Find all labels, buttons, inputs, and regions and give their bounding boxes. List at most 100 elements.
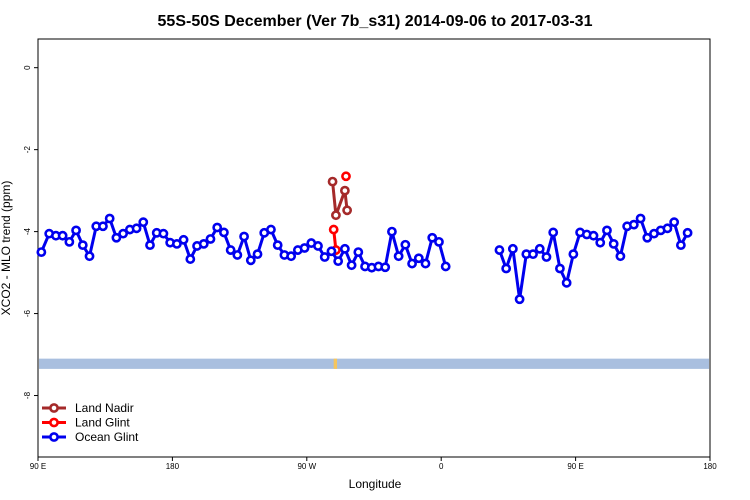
data-point — [145, 240, 155, 251]
data-point — [299, 243, 310, 253]
data-point — [440, 261, 451, 272]
series-ocean-glint — [36, 213, 693, 305]
data-point — [555, 263, 565, 274]
data-point — [98, 221, 108, 232]
data-point — [158, 228, 169, 239]
x-tick-label: 0 — [439, 462, 444, 471]
data-point — [387, 226, 397, 237]
data-point — [225, 245, 236, 255]
data-point — [286, 251, 297, 262]
data-point — [71, 225, 81, 236]
data-point — [339, 185, 350, 196]
series-layer — [36, 171, 693, 305]
data-point — [615, 251, 626, 262]
data-point — [252, 249, 263, 260]
data-point — [427, 232, 438, 243]
x-tick-label: 90 E — [567, 462, 583, 471]
data-point — [319, 252, 330, 262]
x-tick-label: 180 — [703, 462, 717, 471]
data-point — [111, 232, 122, 243]
data-point — [328, 224, 339, 235]
legend-label: Ocean Glint — [75, 430, 139, 444]
data-point — [602, 225, 612, 236]
data-point — [219, 227, 229, 238]
data-point — [313, 241, 323, 251]
data-point — [327, 176, 338, 187]
y-axis-label: XCO2 - MLO trend (ppm) — [0, 181, 13, 316]
data-point — [608, 239, 619, 249]
data-point — [331, 210, 341, 221]
data-point — [131, 223, 142, 234]
data-point — [675, 240, 686, 251]
data-point — [595, 237, 606, 248]
data-point — [77, 240, 88, 251]
data-point — [528, 249, 538, 260]
data-point — [682, 227, 693, 238]
legend-marker — [49, 403, 59, 413]
legend-marker — [49, 417, 59, 428]
data-point — [420, 258, 431, 269]
data-point — [346, 260, 357, 271]
data-point — [662, 223, 673, 234]
plot-frame — [37, 38, 711, 458]
data-point — [635, 213, 646, 224]
data-point — [561, 277, 572, 288]
data-point — [205, 234, 216, 244]
data-point — [104, 213, 115, 224]
land-band-highlight — [333, 358, 338, 369]
data-point — [266, 224, 276, 235]
data-point — [245, 255, 256, 266]
land-band — [39, 358, 709, 369]
x-axis-label: Longitude — [349, 477, 402, 491]
data-point — [178, 234, 189, 245]
data-point — [413, 253, 424, 264]
data-point — [36, 247, 47, 257]
series-line — [331, 181, 349, 217]
legend-item: Ocean Glint — [42, 430, 139, 444]
y-tick-label: -2 — [23, 146, 32, 154]
data-point — [272, 240, 283, 251]
chart-title: 55S-50S December (Ver 7b_s31) 2014-09-06… — [158, 13, 593, 30]
legend-marker — [49, 432, 59, 442]
data-point — [507, 243, 518, 254]
data-point — [541, 252, 552, 262]
data-point — [514, 294, 525, 305]
series-land-nadir — [327, 176, 353, 221]
x-tick-label: 90 W — [297, 462, 316, 471]
legend-label: Land Glint — [75, 416, 130, 430]
data-point — [353, 247, 364, 257]
data-point — [232, 250, 243, 260]
data-point — [118, 228, 129, 239]
data-point — [588, 230, 599, 241]
data-point — [380, 262, 391, 273]
data-point — [669, 217, 680, 228]
legend-label: Land Nadir — [75, 401, 134, 415]
data-point — [64, 236, 75, 247]
y-tick-label: -6 — [23, 309, 32, 317]
data-point — [534, 243, 545, 254]
data-point — [57, 230, 68, 241]
data-point — [212, 222, 223, 233]
data-point — [568, 249, 579, 260]
data-point — [138, 217, 149, 228]
x-tick-label: 180 — [166, 462, 180, 471]
data-point — [239, 231, 249, 242]
data-point — [339, 243, 350, 254]
data-point — [642, 232, 653, 243]
axes: 90 E 180 90 W 0 90 E 180 0 -2 -4 -6 -8 — [23, 65, 717, 471]
data-point — [342, 205, 353, 216]
land-band-layer — [39, 358, 709, 369]
data-point — [393, 251, 404, 262]
legend-item: Land Glint — [42, 416, 130, 430]
data-point — [171, 239, 182, 249]
data-point — [548, 227, 559, 238]
y-tick-label: -4 — [23, 228, 32, 236]
data-point — [341, 171, 351, 182]
data-point — [84, 251, 95, 262]
legend-item: Land Nadir — [42, 401, 134, 415]
data-point — [198, 239, 209, 249]
data-point — [185, 254, 196, 264]
data-point — [333, 256, 344, 267]
